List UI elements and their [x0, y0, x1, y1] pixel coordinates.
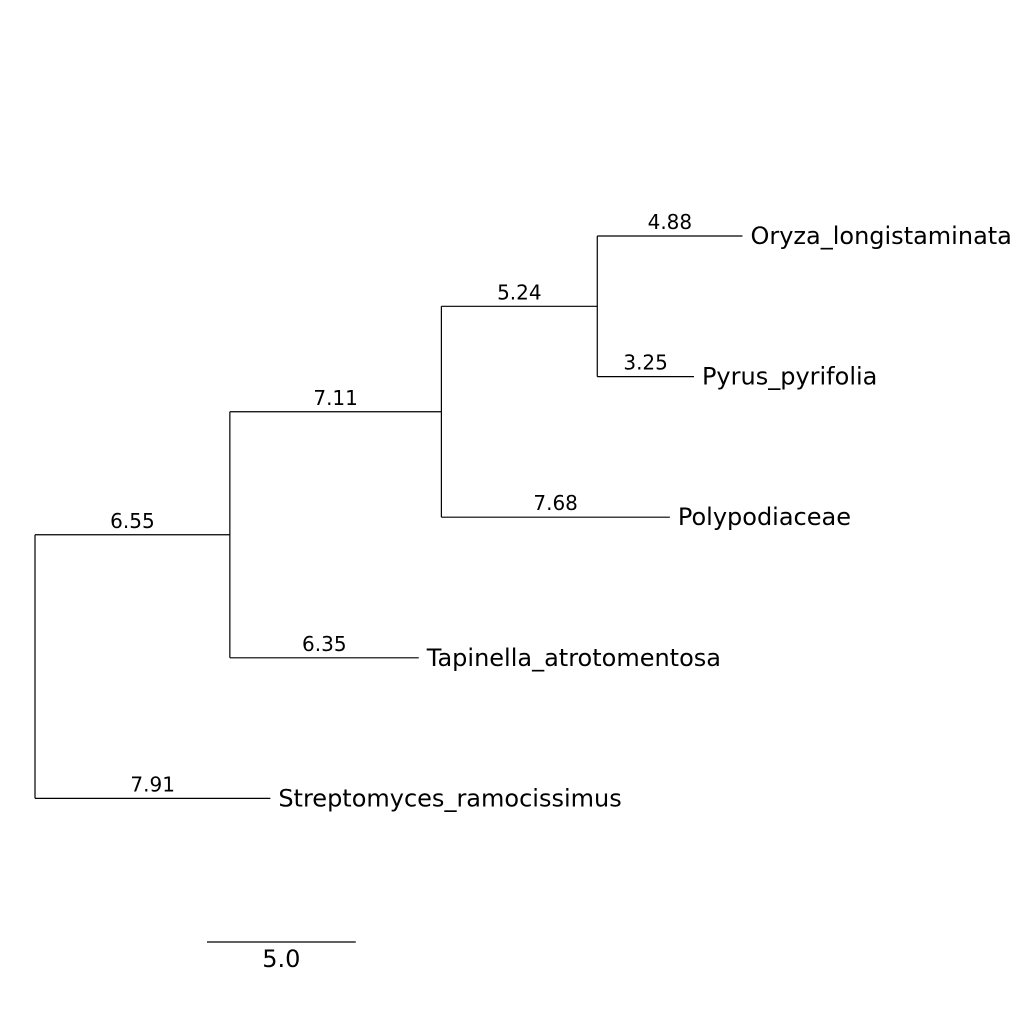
scale-bar-label: 5.0 [262, 945, 300, 973]
leaf-label: Oryza_longistaminata [750, 222, 1011, 250]
leaf-label: Polypodiaceae [678, 503, 851, 531]
branch-length-label: 7.68 [533, 491, 578, 515]
leaf-label: Tapinella_atrotomentosa [426, 644, 721, 672]
branch-length-label: 5.24 [497, 280, 542, 304]
tree-branches: 6.55 7.11 5.24 4.88 Oryza_longistaminata 3.25… [34, 210, 1012, 812]
leaf-label: Streptomyces_ramocissimus [278, 784, 621, 812]
leaf-label: Pyrus_pyrifolia [702, 363, 877, 391]
branch-length-label: 7.11 [313, 386, 358, 410]
branch-length-label: 6.55 [110, 509, 155, 533]
branch-length-label: 7.91 [130, 772, 175, 796]
scale-bar: 5.0 [207, 941, 356, 973]
branch-length-label: 4.88 [648, 210, 693, 234]
branch-length-label: 3.25 [623, 351, 668, 375]
branch-length-label: 6.35 [302, 632, 347, 656]
